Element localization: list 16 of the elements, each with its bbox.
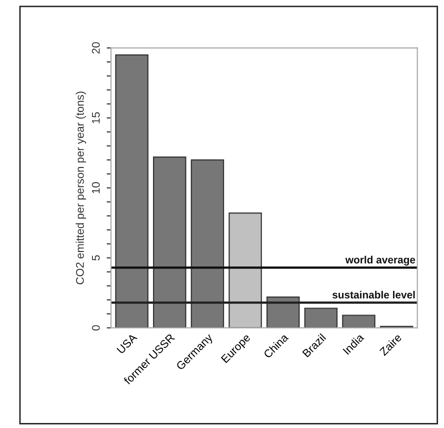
bar — [342, 314, 376, 328]
y-tick-label: 5 — [92, 255, 100, 261]
bar — [190, 159, 224, 328]
y-tick-label: 20 — [92, 42, 100, 54]
bar — [115, 54, 148, 328]
y-tick-label: 0 — [92, 325, 100, 331]
y-axis-title: CO2 emitted per person per year (tons) — [76, 92, 86, 284]
y-tick-label: 15 — [92, 112, 100, 124]
x-tick-label: USA — [116, 332, 138, 354]
bar — [228, 212, 262, 328]
bar — [152, 156, 186, 328]
bar — [304, 308, 338, 328]
ref-line-label: sustainable level — [332, 290, 415, 298]
y-tick-label: 10 — [92, 182, 100, 194]
bar — [266, 296, 300, 328]
ref-line-label: world average — [345, 256, 416, 266]
